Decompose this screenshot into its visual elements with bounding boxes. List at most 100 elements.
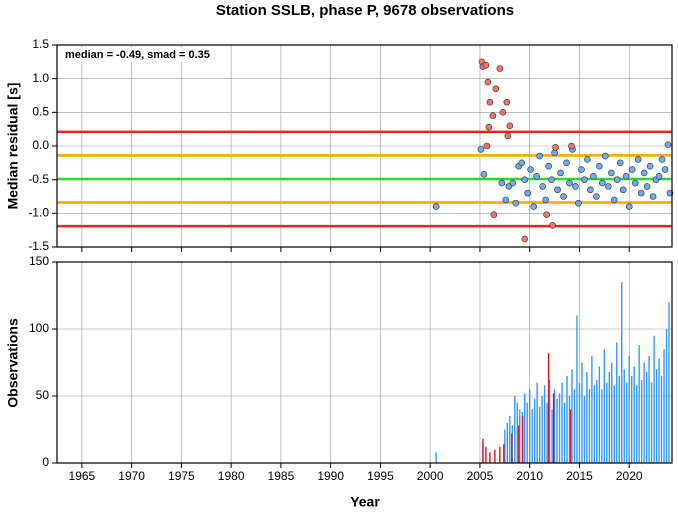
bar xyxy=(576,315,578,463)
data-point xyxy=(622,173,630,180)
y-tick-label: -1.0 xyxy=(28,206,49,220)
data-point xyxy=(643,183,651,190)
bar xyxy=(621,282,623,463)
y-tick-label: 100 xyxy=(29,321,49,335)
bar xyxy=(552,393,555,463)
plot-frame xyxy=(56,261,673,464)
bar xyxy=(489,452,491,463)
data-point xyxy=(590,173,597,180)
data-point xyxy=(655,173,663,180)
bar xyxy=(640,379,643,463)
bar xyxy=(563,402,566,463)
data-point xyxy=(484,78,492,86)
bar xyxy=(626,382,628,463)
y-tick-label: 0.0 xyxy=(32,138,49,152)
bar xyxy=(506,422,509,463)
bar xyxy=(511,433,513,463)
data-point xyxy=(518,159,526,167)
x-tick-label: 2015 xyxy=(566,469,593,483)
bar xyxy=(503,444,505,463)
bar xyxy=(533,398,536,463)
x-axis-label: Year xyxy=(350,494,380,510)
data-point xyxy=(506,122,514,130)
bar xyxy=(571,369,573,463)
data-point xyxy=(554,186,561,194)
bar xyxy=(653,335,655,463)
data-point xyxy=(616,159,624,167)
bar xyxy=(660,375,663,463)
bar xyxy=(616,342,618,463)
x-tick-label: 1970 xyxy=(118,469,145,483)
data-point xyxy=(542,196,549,204)
bar xyxy=(578,382,581,463)
bar xyxy=(543,385,546,463)
x-tick-label: 2000 xyxy=(417,469,444,483)
y-tick-label: 1.5 xyxy=(32,37,49,51)
bar xyxy=(514,396,516,463)
data-point xyxy=(530,203,537,210)
y-tick-label: 0 xyxy=(42,455,49,469)
data-point xyxy=(607,169,615,177)
data-point xyxy=(649,193,657,200)
data-point xyxy=(533,173,540,180)
bar xyxy=(623,369,625,463)
data-point xyxy=(661,166,669,173)
data-point xyxy=(536,152,543,160)
x-tick-label: 1980 xyxy=(218,469,245,483)
bar xyxy=(551,409,553,463)
y-axis-label: Observations xyxy=(5,318,21,408)
bar xyxy=(494,449,496,463)
data-point xyxy=(587,186,594,194)
data-point xyxy=(605,183,612,190)
data-point xyxy=(613,176,621,183)
bar xyxy=(638,345,640,463)
bar xyxy=(526,402,528,463)
data-point xyxy=(625,203,633,210)
data-point xyxy=(575,199,582,207)
annotation: median = -0.49, smad = 0.35 xyxy=(65,49,210,61)
data-point xyxy=(503,98,511,106)
bar xyxy=(541,396,543,463)
data-point xyxy=(584,156,591,163)
bar xyxy=(658,358,660,463)
bar xyxy=(504,429,506,463)
data-point xyxy=(634,156,642,163)
chart-title: Station SSLB, phase P, 9678 observations xyxy=(216,2,514,19)
plot-frame xyxy=(56,44,673,248)
bar xyxy=(645,371,648,463)
bar xyxy=(568,396,571,463)
data-point xyxy=(664,141,672,148)
y-tick-label: -0.5 xyxy=(28,172,49,186)
x-tick-label: 2020 xyxy=(616,469,643,483)
y-tick-label: 50 xyxy=(36,388,50,402)
data-point xyxy=(504,132,512,140)
data-point xyxy=(572,183,579,190)
bar xyxy=(548,379,551,463)
bar xyxy=(581,362,583,463)
y-tick-label: 150 xyxy=(29,254,49,268)
data-point xyxy=(512,199,520,207)
data-point xyxy=(566,179,573,187)
bar xyxy=(546,402,548,463)
data-point xyxy=(477,146,485,153)
y-tick-label: 1.0 xyxy=(32,71,49,85)
data-point xyxy=(637,189,645,197)
bar xyxy=(519,409,521,463)
bar xyxy=(531,409,533,463)
y-axis-label: Median residual [s] xyxy=(5,83,21,210)
bar xyxy=(538,406,541,463)
data-point xyxy=(578,166,585,173)
bar xyxy=(635,385,638,463)
bar xyxy=(606,382,608,463)
bar xyxy=(556,398,558,463)
bar xyxy=(499,446,501,463)
bar xyxy=(603,349,606,463)
x-tick-label: 1965 xyxy=(69,469,96,483)
data-point xyxy=(551,149,558,157)
bar xyxy=(553,389,556,463)
data-point xyxy=(593,193,600,200)
data-point xyxy=(560,193,567,200)
data-point xyxy=(543,211,550,218)
data-point xyxy=(480,170,488,178)
data-point xyxy=(499,109,507,116)
